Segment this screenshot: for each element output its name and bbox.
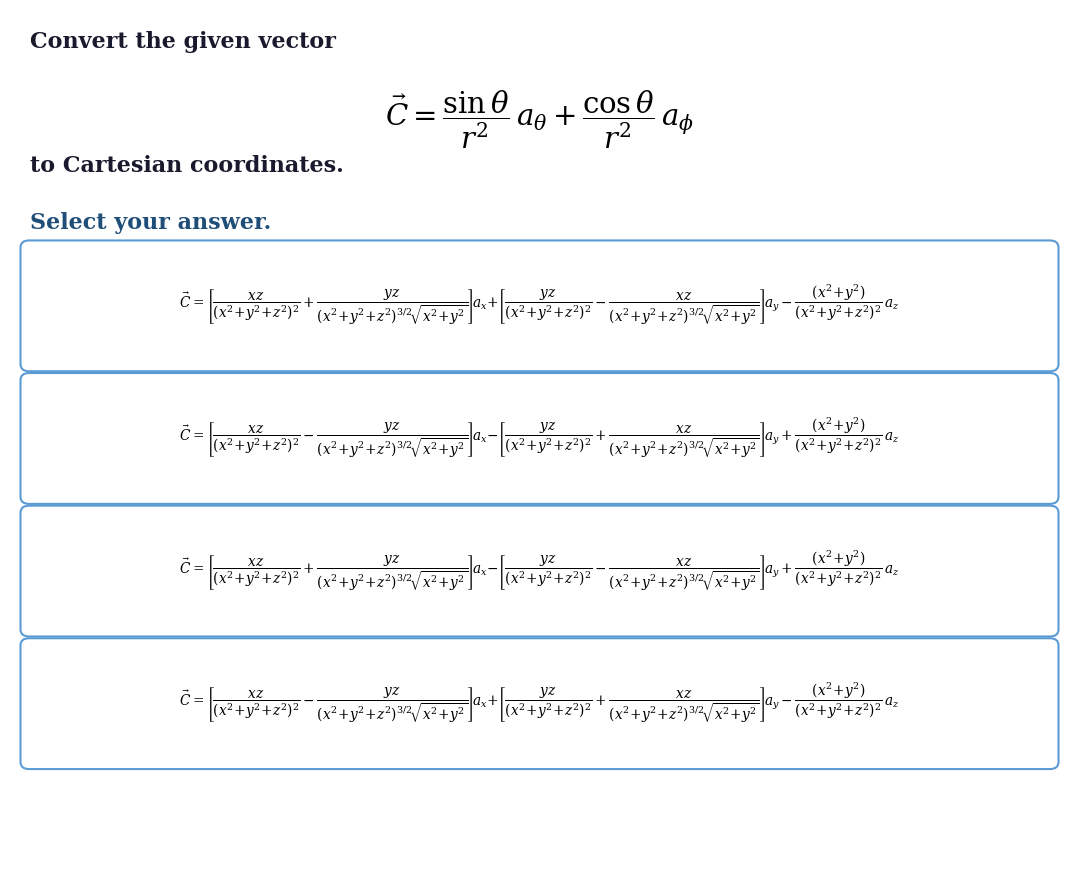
Text: to Cartesian coordinates.: to Cartesian coordinates. [30, 155, 344, 177]
Text: $\vec{C} = \left[\dfrac{xz}{(x^2\!+\!y^2\!+\!z^2)^2} - \dfrac{yz}{(x^2\!+\!y^2\!: $\vec{C} = \left[\dfrac{xz}{(x^2\!+\!y^2… [179, 682, 900, 726]
FancyBboxPatch shape [21, 638, 1058, 769]
FancyBboxPatch shape [21, 373, 1058, 504]
Text: $\vec{C} = \left[\dfrac{xz}{(x^2\!+\!y^2\!+\!z^2)^2} + \dfrac{yz}{(x^2\!+\!y^2\!: $\vec{C} = \left[\dfrac{xz}{(x^2\!+\!y^2… [179, 284, 900, 328]
Text: $\vec{C} = \left[\dfrac{xz}{(x^2\!+\!y^2\!+\!z^2)^2} - \dfrac{yz}{(x^2\!+\!y^2\!: $\vec{C} = \left[\dfrac{xz}{(x^2\!+\!y^2… [179, 416, 900, 461]
Text: Select your answer.: Select your answer. [30, 212, 272, 234]
Text: Convert the given vector: Convert the given vector [30, 31, 336, 53]
FancyBboxPatch shape [21, 240, 1058, 371]
FancyBboxPatch shape [21, 506, 1058, 636]
Text: $\vec{C} = \dfrac{\sin\theta}{r^2}\,a_{\theta} + \dfrac{\cos\theta}{r^2}\,a_{\ph: $\vec{C} = \dfrac{\sin\theta}{r^2}\,a_{\… [385, 88, 694, 151]
Text: $\vec{C} = \left[\dfrac{xz}{(x^2\!+\!y^2\!+\!z^2)^2} + \dfrac{yz}{(x^2\!+\!y^2\!: $\vec{C} = \left[\dfrac{xz}{(x^2\!+\!y^2… [179, 549, 900, 593]
